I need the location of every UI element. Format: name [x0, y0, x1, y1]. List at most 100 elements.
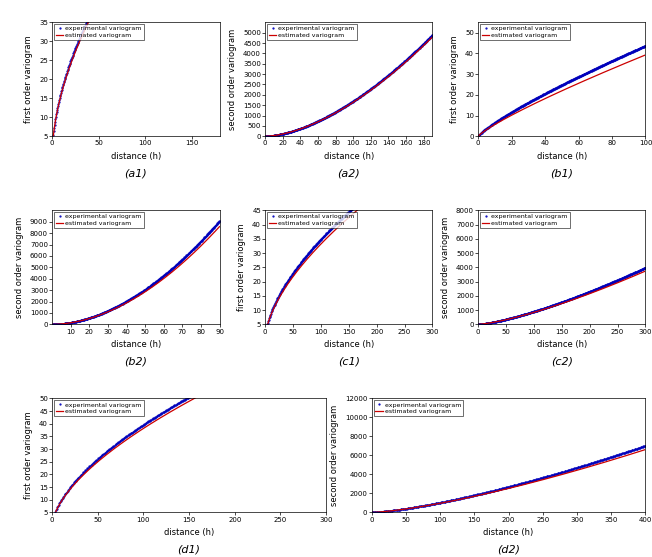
- experimental variogram: [475, 132, 482, 139]
- estimated variogram: [401, 506, 409, 512]
- experimental variogram: [138, 423, 145, 429]
- experimental variogram: [48, 519, 56, 525]
- Legend: experimental variogram, estimated variogram: experimental variogram, estimated variog…: [480, 212, 569, 228]
- experimental variogram: [82, 467, 89, 474]
- estimated variogram: [366, 87, 374, 94]
- estimated variogram: [596, 286, 604, 293]
- experimental variogram: [529, 97, 537, 104]
- experimental variogram: [595, 63, 603, 70]
- estimated variogram: [565, 469, 573, 476]
- Line: experimental variogram: experimental variogram: [478, 45, 646, 136]
- Text: (a1): (a1): [125, 168, 147, 178]
- Line: estimated variogram: estimated variogram: [52, 227, 220, 324]
- estimated variogram: [642, 446, 649, 453]
- X-axis label: distance (h): distance (h): [111, 152, 161, 161]
- estimated variogram: [541, 95, 548, 102]
- Line: estimated variogram: estimated variogram: [52, 0, 220, 150]
- experimental variogram: [327, 225, 335, 232]
- experimental variogram: [477, 491, 484, 497]
- Legend: experimental variogram, estimated variogram: experimental variogram, estimated variog…: [267, 24, 357, 40]
- experimental variogram: [595, 285, 603, 291]
- Text: (b1): (b1): [550, 168, 573, 178]
- experimental variogram: [316, 237, 323, 244]
- experimental variogram: [216, 218, 224, 224]
- estimated variogram: [474, 321, 482, 328]
- estimated variogram: [246, 367, 254, 374]
- estimated variogram: [169, 268, 177, 275]
- estimated variogram: [220, 379, 228, 386]
- estimated variogram: [156, 414, 164, 421]
- estimated variogram: [529, 101, 537, 108]
- estimated variogram: [103, 309, 111, 316]
- Text: (a2): (a2): [338, 168, 360, 178]
- estimated variogram: [428, 33, 436, 40]
- Line: experimental variogram: experimental variogram: [477, 267, 646, 325]
- estimated variogram: [282, 130, 289, 136]
- experimental variogram: [596, 284, 604, 291]
- experimental variogram: [457, 495, 465, 501]
- experimental variogram: [642, 442, 649, 449]
- experimental variogram: [246, 362, 254, 369]
- experimental variogram: [382, 177, 390, 184]
- experimental variogram: [529, 309, 537, 315]
- Text: (d1): (d1): [177, 544, 201, 554]
- estimated variogram: [567, 469, 574, 476]
- experimental variogram: [68, 52, 76, 59]
- estimated variogram: [282, 285, 289, 291]
- estimated variogram: [642, 268, 649, 275]
- Line: estimated variogram: estimated variogram: [478, 271, 645, 324]
- Legend: experimental variogram, estimated variogram: experimental variogram, estimated variog…: [267, 212, 357, 228]
- estimated variogram: [382, 75, 390, 82]
- estimated variogram: [247, 366, 255, 373]
- Text: (b2): (b2): [125, 356, 147, 367]
- experimental variogram: [316, 117, 324, 124]
- experimental variogram: [115, 302, 123, 309]
- experimental variogram: [157, 411, 165, 417]
- estimated variogram: [476, 492, 484, 499]
- experimental variogram: [328, 111, 336, 118]
- estimated variogram: [68, 319, 76, 326]
- Y-axis label: first order variogram: first order variogram: [24, 412, 33, 499]
- experimental variogram: [154, 277, 162, 284]
- estimated variogram: [48, 147, 56, 154]
- experimental variogram: [282, 130, 289, 136]
- Line: estimated variogram: estimated variogram: [372, 449, 645, 512]
- Line: experimental variogram: experimental variogram: [52, 220, 220, 325]
- experimental variogram: [580, 291, 587, 297]
- estimated variogram: [368, 509, 376, 516]
- experimental variogram: [383, 73, 391, 80]
- estimated variogram: [428, 150, 436, 157]
- experimental variogram: [48, 143, 56, 149]
- Y-axis label: second order variogram: second order variogram: [16, 217, 24, 318]
- experimental variogram: [366, 86, 374, 92]
- estimated variogram: [327, 230, 335, 237]
- Line: estimated variogram: estimated variogram: [265, 37, 432, 136]
- experimental variogram: [565, 467, 573, 473]
- estimated variogram: [261, 133, 269, 140]
- X-axis label: distance (h): distance (h): [111, 340, 161, 349]
- Line: estimated variogram: estimated variogram: [265, 154, 432, 337]
- estimated variogram: [327, 112, 335, 119]
- estimated variogram: [261, 334, 269, 340]
- experimental variogram: [642, 42, 649, 49]
- estimated variogram: [475, 133, 482, 139]
- experimental variogram: [261, 133, 269, 140]
- experimental variogram: [428, 32, 436, 38]
- X-axis label: distance (h): distance (h): [323, 152, 374, 161]
- Y-axis label: second order variogram: second order variogram: [331, 405, 340, 506]
- estimated variogram: [540, 476, 548, 483]
- estimated variogram: [595, 287, 603, 294]
- experimental variogram: [567, 466, 574, 473]
- experimental variogram: [247, 361, 255, 368]
- Legend: experimental variogram, estimated variogram: experimental variogram, estimated variog…: [480, 24, 569, 40]
- Line: estimated variogram: estimated variogram: [52, 336, 326, 524]
- experimental variogram: [261, 332, 269, 339]
- experimental variogram: [580, 71, 587, 77]
- Line: estimated variogram: estimated variogram: [479, 55, 645, 136]
- Y-axis label: second order variogram: second order variogram: [228, 28, 237, 130]
- Line: experimental variogram: experimental variogram: [52, 0, 220, 146]
- experimental variogram: [366, 190, 374, 197]
- Y-axis label: first order variogram: first order variogram: [24, 36, 33, 123]
- experimental variogram: [475, 321, 482, 328]
- estimated variogram: [138, 426, 145, 433]
